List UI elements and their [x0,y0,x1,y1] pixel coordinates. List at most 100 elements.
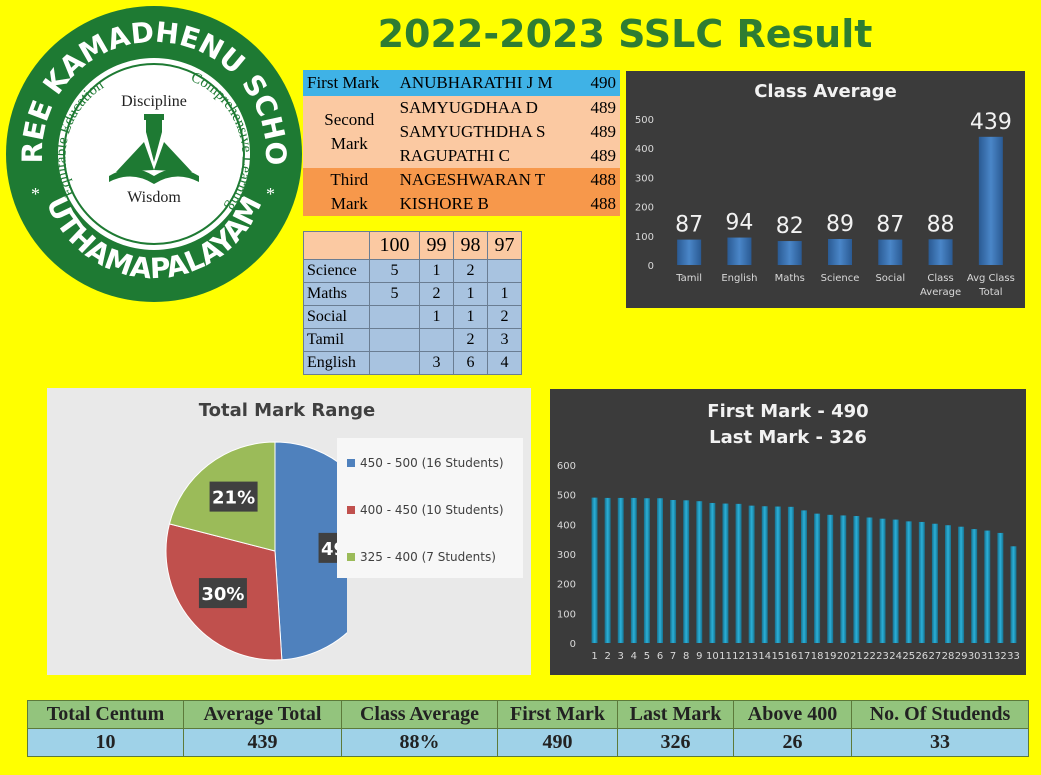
bar [630,497,637,643]
second-mark-name: SAMYUGDHAA D [395,96,582,120]
x-tick-label: 7 [670,651,676,662]
class-average-plot: 0 100 200 300 400 500 87 Tamil 94 English 82 Maths 8… [635,110,1015,298]
x-tick-label: 29 [955,651,968,662]
summary-header: Above 400 [733,700,852,729]
bar [958,526,965,643]
bar [853,516,860,643]
centum-cell: 2 [453,328,488,352]
first-mark-row: First Mark ANUBHARATHI J M 490 [303,70,620,96]
centum-subject: Science [303,259,370,283]
summary-header: Last Mark [617,700,734,729]
data-label: 89 [826,212,854,237]
second-mark-row: RAGUPATHI C 489 [303,144,620,168]
centum-subject: Tamil [303,328,370,352]
centum-cell: 1 [419,305,454,329]
x-tick-label: 11 [719,651,732,662]
centum-cell: 3 [487,328,522,352]
bar [777,241,802,265]
pen-book-icon [109,114,199,184]
centum-cell: 2 [487,305,522,329]
y-tick-label: 0 [570,639,576,650]
x-tick-label: 2 [604,651,610,662]
legend-item: 400 - 450 (10 Students) [347,503,504,517]
first-mark-value: 490 [581,70,620,96]
centum-cell: 1 [453,282,488,306]
bar [748,505,755,643]
x-tick-label: Total [978,287,1002,298]
y-tick-label: 200 [557,580,576,591]
centum-cell [487,259,522,283]
x-tick-label: Class [927,273,953,284]
x-tick-label: 13 [745,651,758,662]
class-average-chart: Class Average 0 100 200 300 400 500 87 Tamil 94 E… [626,71,1025,308]
student-marks-chart: First Mark - 490 Last Mark - 326 0 100 200… [550,389,1026,675]
summary-header: Average Total [183,700,342,729]
bar [928,239,953,265]
x-tick-label: 18 [811,651,824,662]
third-mark-value: 488 [581,168,620,192]
x-tick-label: 6 [657,651,663,662]
x-tick-label: 23 [876,651,889,662]
third-mark-label: Third Mark [303,168,396,216]
centum-corner [303,231,370,260]
data-label: 87 [876,213,904,238]
x-tick-label: 33 [1007,651,1020,662]
centum-cell: 1 [453,305,488,329]
summary-value: 33 [851,728,1029,757]
summary-header: No. Of Studends [851,700,1029,729]
centum-cell: 6 [453,351,488,375]
x-tick-label: 22 [863,651,876,662]
second-mark-name: SAMYUGTHDHA S [395,120,582,144]
x-tick-label: Maths [775,273,805,284]
summary-header: Class Average [341,700,498,729]
pie-slice [274,441,347,661]
bar [840,515,847,643]
x-tick-label: 32 [994,651,1007,662]
y-tick-label: 300 [557,550,576,561]
second-mark-value: 489 [581,120,620,144]
x-tick-label: 21 [850,651,863,662]
bar [591,497,598,643]
y-tick-label: 100 [557,609,576,620]
legend-swatch [347,506,355,514]
x-tick-label: Tamil [675,273,702,284]
second-mark-row: Second Mark SAMYUGDHAA D 489 [303,96,620,168]
bar [774,506,781,643]
bar [643,498,650,643]
centum-header: 97 [487,231,522,260]
second-mark-row: SAMYUGTHDHA S 489 [303,120,620,144]
chart-title-first: First Mark - 490 [707,401,869,422]
centum-subject: Maths [303,282,370,306]
y-tick-label: 400 [557,520,576,531]
second-mark-value: 489 [581,144,620,168]
bar [657,498,663,643]
data-label: 94 [725,211,753,236]
first-mark-name: ANUBHARATHI J M [395,70,582,96]
second-mark-value: 489 [581,96,620,120]
x-tick-label: 1 [591,651,597,662]
x-tick-label: 31 [981,651,994,662]
centum-cell [419,328,454,352]
summary-value-row: 10 439 88% 490 326 26 33 [27,728,1029,757]
centum-cell: 4 [487,351,522,375]
page-title: 2022-2023 SSLC Result [377,12,873,56]
logo-star-left-icon: * [31,184,40,204]
centum-cell: 2 [453,259,488,283]
centum-row: Maths 5 2 1 1 [303,282,522,306]
centum-row: Tamil 2 3 [303,328,522,352]
centum-header: 99 [419,231,454,260]
x-tick-label: 15 [771,651,784,662]
summary-value: 26 [733,728,852,757]
total-mark-range-chart: Total Mark Range 49%30%21% 450 - 500 (16… [47,388,531,675]
y-tick-label: 400 [635,144,654,155]
bar [683,500,690,643]
x-tick-label: 28 [942,651,955,662]
bar [879,518,886,643]
y-tick-label: 200 [635,203,654,214]
x-tick-label: English [721,273,757,284]
centum-cell: 1 [487,282,522,306]
bar [905,521,912,643]
bar [827,514,834,643]
x-tick-label: 5 [644,651,650,662]
